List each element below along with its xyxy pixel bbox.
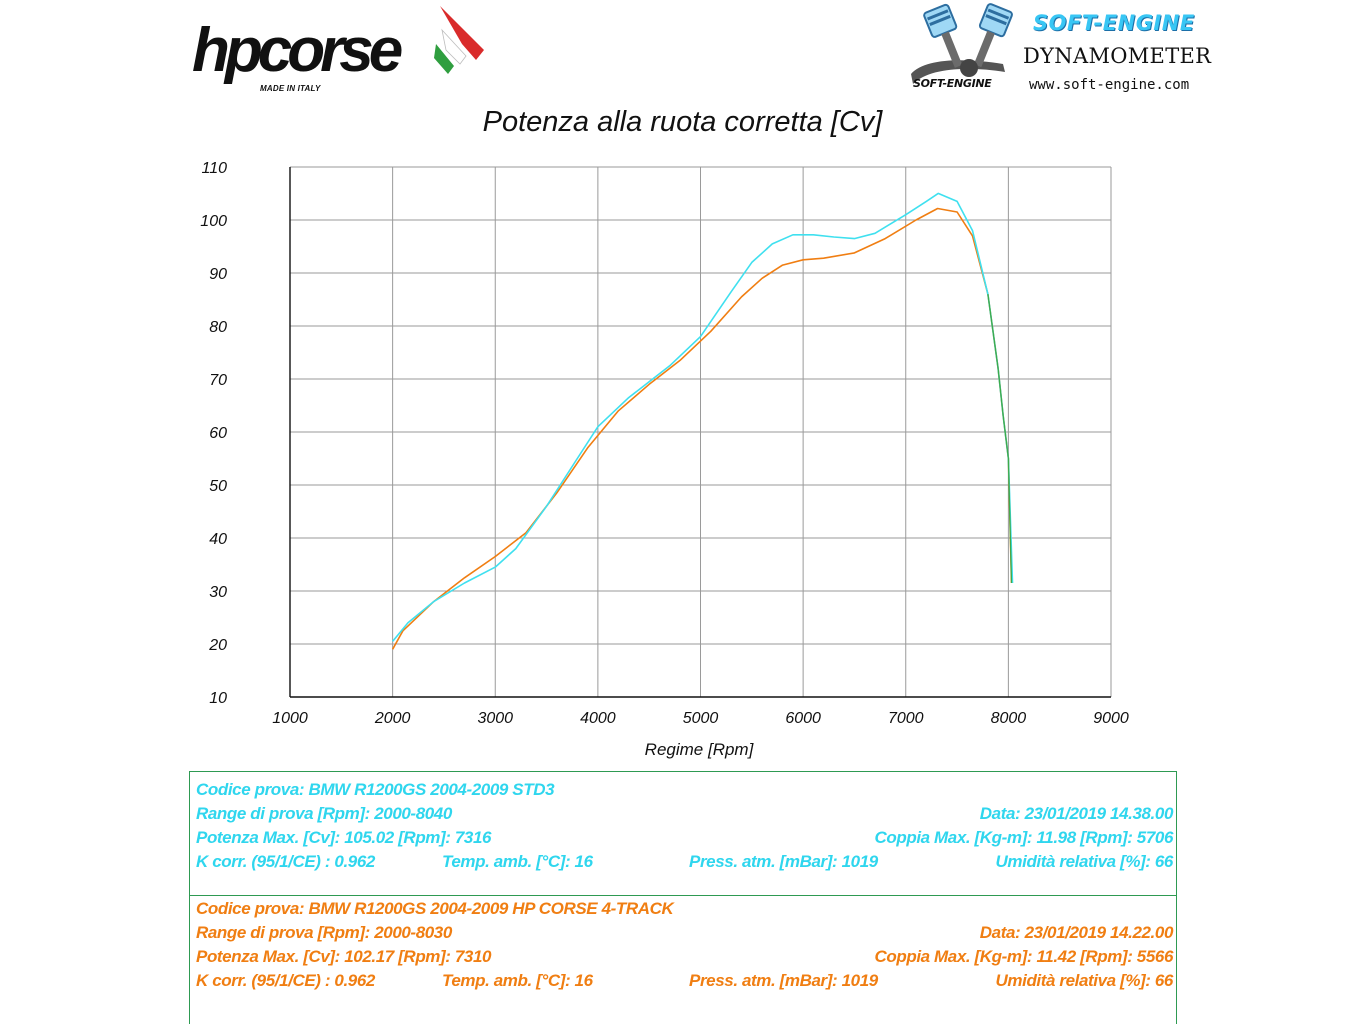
y-tick-label: 20	[208, 637, 227, 654]
test-info-panel-hpcorse: Codice prova: BMW R1200GS 2004-2009 HP C…	[189, 895, 1177, 1024]
chart-title: Potenza alla ruota corretta [Cv]	[482, 106, 883, 138]
x-tick-label: 8000	[991, 710, 1027, 727]
softengine-subtitle: DYNAMOMETER	[1023, 44, 1212, 68]
k-corr: K corr. (95/1/CE) : 0.962	[196, 971, 375, 990]
y-tick-label: 40	[209, 531, 227, 548]
chart-grid	[289, 166, 1112, 698]
x-tick-label: 5000	[683, 710, 719, 727]
y-tick-label: 30	[209, 584, 227, 601]
coppia-max: Coppia Max. [Kg-m]: 11.42 [Rpm]: 5566	[874, 947, 1174, 966]
y-tick-label: 90	[209, 266, 227, 283]
hpcorse-tagline: MADE IN ITALY	[260, 84, 321, 93]
test-info-panel-std: Codice prova: BMW R1200GS 2004-2009 STD3…	[189, 771, 1177, 896]
x-tick-label: 2000	[374, 710, 411, 727]
softengine-logo: SOFT-ENGINE SOFT-ENGINE DYNAMOMETER www.…	[905, 0, 1215, 100]
y-tick-label: 70	[209, 372, 227, 389]
temp-amb: Temp. amb. [°C]: 16	[442, 852, 593, 871]
y-tick-label: 50	[209, 478, 227, 495]
y-tick-label: 100	[200, 213, 227, 230]
potenza-max: Potenza Max. [Cv]: 102.17 [Rpm]: 7310	[196, 947, 492, 966]
press-atm: Press. atm. [mBar]: 1019	[689, 971, 878, 990]
potenza-max: Potenza Max. [Cv]: 105.02 [Rpm]: 7316	[196, 828, 492, 847]
italian-flag-arrow-icon	[434, 6, 484, 74]
press-atm: Press. atm. [mBar]: 1019	[689, 852, 878, 871]
series-line-hp-corse	[391, 207, 1013, 650]
chart-series	[391, 192, 1014, 650]
codice-prova: Codice prova: BMW R1200GS 2004-2009 STD3	[196, 780, 555, 799]
y-tick-label: 10	[209, 690, 227, 707]
chart-ticks: 1000 2000 3000 4000 5000 6000 7000 8000 9000 10 20…	[200, 160, 1129, 727]
y-tick-label: 110	[201, 160, 227, 177]
series-line-std3	[391, 192, 1014, 642]
codice-prova: Codice prova: BMW R1200GS 2004-2009 HP C…	[196, 899, 674, 918]
range-prova: Range di prova [Rpm]: 2000-8040	[196, 804, 452, 823]
y-tick-label: 60	[209, 425, 227, 442]
softengine-brand: SOFT-ENGINE	[1033, 11, 1195, 35]
series-line-tail	[987, 294, 1013, 584]
x-tick-label: 9000	[1093, 710, 1129, 727]
softengine-website: www.soft-engine.com	[1029, 77, 1190, 93]
k-corr: K corr. (95/1/CE) : 0.962	[196, 852, 375, 871]
hpcorse-logo: hpcorse MADE IN ITALY	[192, 0, 502, 100]
pistons-emblem-icon	[911, 3, 1013, 84]
x-tick-label: 3000	[477, 710, 513, 727]
umidita-relativa: Umidità relativa [%]: 66	[995, 971, 1174, 990]
coppia-max: Coppia Max. [Kg-m]: 11.98 [Rpm]: 5706	[874, 828, 1174, 847]
x-tick-label: 4000	[580, 710, 616, 727]
x-tick-label: 7000	[888, 710, 924, 727]
test-date: Data: 23/01/2019 14.22.00	[979, 923, 1174, 942]
range-prova: Range di prova [Rpm]: 2000-8030	[196, 923, 452, 942]
temp-amb: Temp. amb. [°C]: 16	[442, 971, 593, 990]
hpcorse-wordmark: hpcorse	[192, 16, 403, 85]
umidita-relativa: Umidità relativa [%]: 66	[995, 852, 1174, 871]
y-tick-label: 80	[209, 319, 227, 336]
x-axis-label: Regime [Rpm]	[645, 740, 755, 759]
x-tick-label: 1000	[272, 710, 308, 727]
power-chart: 1000 2000 3000 4000 5000 6000 7000 8000 9000 10 20…	[200, 160, 1129, 759]
softengine-mark-text: SOFT-ENGINE	[913, 77, 992, 90]
test-date: Data: 23/01/2019 14.38.00	[979, 804, 1174, 823]
x-tick-label: 6000	[785, 710, 821, 727]
